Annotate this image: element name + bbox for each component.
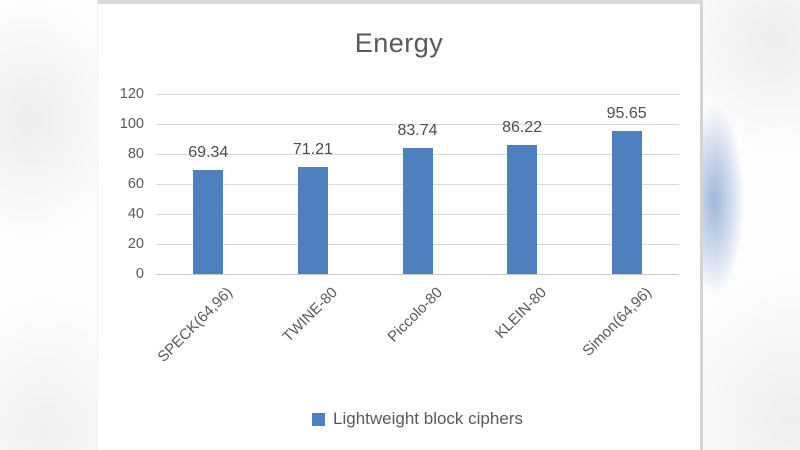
x-axis-category-label: TWINE-80 (279, 284, 341, 346)
legend: Lightweight block ciphers (156, 409, 679, 429)
bar-value-label: 83.74 (397, 122, 438, 140)
bar-value-label: 86.22 (502, 118, 543, 136)
y-axis-tick-label: 80 (127, 146, 144, 162)
bar-KLEIN-80 (507, 144, 538, 274)
x-axis-category-label: Simon(64,96) (579, 284, 655, 360)
chart-panel: Energy 0 20 40 60 80 100 120 69.34 SPECK(64,96) 7… (97, 0, 703, 450)
y-axis-tick-label: 0 (135, 266, 144, 282)
y-axis-tick-label: 20 (127, 236, 144, 252)
y-axis-tick-label: 100 (119, 116, 144, 132)
bar-Piccolo-80 (402, 148, 433, 274)
plot-area: 0 20 40 60 80 100 120 69.34 SPECK(64,96) 71.21 TWI… (120, 86, 679, 366)
gridline-y-120 (156, 93, 679, 95)
x-axis-category-label: KLEIN-80 (492, 284, 551, 343)
bar-Simon(64,96) (611, 130, 642, 274)
legend-label: Lightweight block ciphers (333, 409, 523, 428)
y-axis-tick-label: 40 (127, 206, 144, 222)
gridline-y-100 (156, 123, 679, 125)
bar-value-label: 95.65 (606, 104, 647, 122)
chart-title: Energy (354, 28, 444, 58)
y-axis-tick-label: 120 (119, 86, 144, 102)
bar-value-label: 71.21 (292, 141, 333, 159)
bar-SPECK(64,96) (193, 170, 224, 274)
x-axis-category-label: Piccolo-80 (383, 284, 446, 346)
bar-TWINE-80 (297, 167, 328, 274)
legend-swatch-icon (312, 412, 326, 426)
x-axis-category-label: SPECK(64,96) (154, 284, 237, 366)
y-axis-tick-label: 60 (127, 176, 144, 192)
bar-value-label: 69.34 (188, 143, 229, 161)
